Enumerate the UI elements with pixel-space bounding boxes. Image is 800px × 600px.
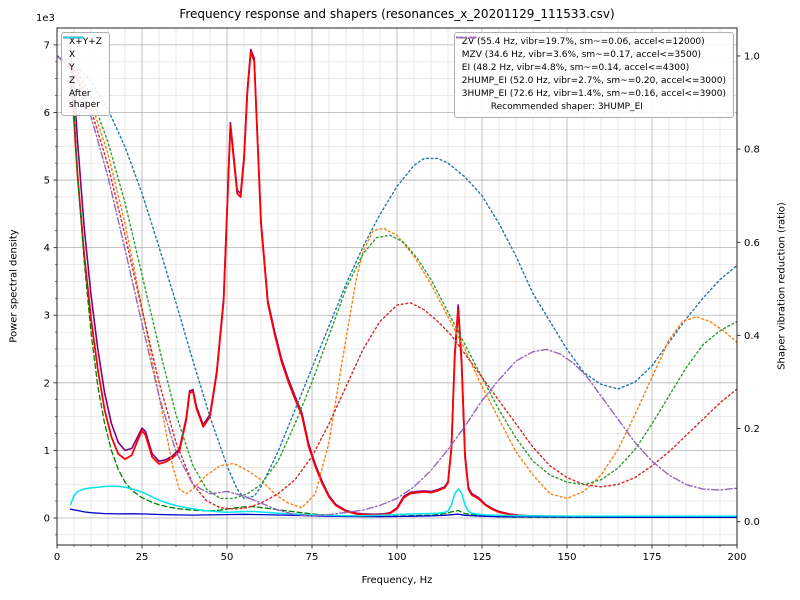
y-right-tick-label: 0.8 bbox=[744, 145, 760, 156]
y-left-tick-label: 0 bbox=[44, 513, 50, 524]
chart-title: Frequency response and shapers (resonanc… bbox=[179, 7, 615, 21]
series-zv-line bbox=[57, 55, 737, 500]
left-y-axis-label: Power spectral density bbox=[8, 229, 20, 343]
y-left-tick-label: 3 bbox=[44, 311, 50, 322]
y-left-tick-label: 2 bbox=[44, 378, 50, 389]
axis-offset-text: 1e3 bbox=[36, 13, 55, 24]
series-z-line bbox=[69, 508, 737, 518]
series-x-line bbox=[69, 50, 737, 518]
x-tick-label: 125 bbox=[472, 552, 491, 563]
3hump-ei-line-sample-icon bbox=[455, 36, 478, 39]
legend-item-2hump-ei: 2HUMP_EI (52.0 Hz, vibr=2.7%, sm~=0.20, … bbox=[455, 36, 726, 87]
legend-item-recommendation: Recommended shaper: 3HUMP_EI bbox=[462, 102, 726, 113]
legend-label-2hump-ei: 2HUMP_EI (52.0 Hz, vibr=2.7%, sm~=0.20, … bbox=[461, 76, 726, 86]
series-mzv-line bbox=[57, 55, 737, 509]
legend-label-ei: EI (48.2 Hz, vibr=4.8%, sm~=0.14, accel<… bbox=[461, 63, 690, 73]
shaper-legend: ZV (55.4 Hz, vibr=19.7%, sm~=0.06, accel… bbox=[453, 32, 734, 118]
x-tick-label: 200 bbox=[727, 552, 746, 563]
legend-item-z: Z bbox=[63, 36, 102, 87]
psd-legend: X+Y+Z X Y Z After shaper bbox=[61, 32, 110, 116]
curves-layer bbox=[57, 47, 737, 519]
legend-item-y: Y bbox=[63, 36, 102, 74]
legend-label-zv: ZV (55.4 Hz, vibr=19.7%, sm~=0.06, accel… bbox=[461, 37, 705, 47]
y-left-tick-label: 6 bbox=[44, 108, 50, 119]
x-tick-label: 75 bbox=[306, 552, 319, 563]
legend-item-ei: EI (48.2 Hz, vibr=4.8%, sm~=0.14, accel<… bbox=[455, 36, 726, 74]
legend-item-mzv: MZV (34.6 Hz, vibr=3.6%, sm~=0.17, accel… bbox=[455, 36, 726, 61]
legend-label-xyz: X+Y+Z bbox=[69, 37, 102, 47]
after-shaper-line-sample-icon bbox=[63, 36, 83, 39]
y-left-tick-label: 1 bbox=[44, 446, 50, 457]
x-tick-label: 150 bbox=[557, 552, 576, 563]
series-xyz-line bbox=[69, 47, 737, 518]
legend-label-y: Y bbox=[69, 63, 75, 73]
series-ei-line bbox=[57, 55, 737, 500]
y-right-tick-label: 0.6 bbox=[744, 238, 760, 249]
y-right-tick-label: 1.0 bbox=[744, 51, 760, 62]
x-tick-label: 0 bbox=[54, 552, 60, 563]
recommended-shaper-text: Recommended shaper: 3HUMP_EI bbox=[490, 102, 643, 112]
x-tick-label: 175 bbox=[642, 552, 661, 563]
y-left-tick-label: 7 bbox=[44, 40, 50, 51]
legend-label-x: X bbox=[69, 50, 76, 60]
legend-label-after-shaper: After shaper bbox=[69, 89, 100, 110]
y-left-tick-label: 4 bbox=[44, 243, 50, 254]
y-right-tick-label: 0.0 bbox=[744, 517, 760, 528]
series-after-line bbox=[69, 485, 737, 517]
legend-item-zv: ZV (55.4 Hz, vibr=19.7%, sm~=0.06, accel… bbox=[455, 36, 726, 48]
x-axis-label: Frequency, Hz bbox=[361, 575, 433, 586]
y-right-tick-label: 0.2 bbox=[744, 424, 760, 435]
x-tick-label: 25 bbox=[136, 552, 149, 563]
series-hump3-line bbox=[57, 55, 737, 517]
legend-item-3hump-ei: 3HUMP_EI (72.6 Hz, vibr=1.4%, sm~=0.16, … bbox=[455, 36, 726, 100]
legend-item-after-shaper: After shaper bbox=[63, 36, 102, 111]
legend-label-z: Z bbox=[69, 76, 76, 86]
series-hump2-line bbox=[57, 55, 737, 510]
legend-label-3hump-ei: 3HUMP_EI (72.6 Hz, vibr=1.4%, sm~=0.16, … bbox=[461, 89, 726, 99]
right-y-axis-label: Shaper vibration reduction (ratio) bbox=[776, 202, 788, 370]
y-left-tick-label: 5 bbox=[44, 176, 50, 187]
series-y-line bbox=[69, 67, 737, 519]
legend-label-mzv: MZV (34.6 Hz, vibr=3.6%, sm~=0.17, accel… bbox=[461, 50, 701, 60]
x-tick-label: 100 bbox=[387, 552, 406, 563]
axes-layer: 0 25 50 75 100 125 150 175 200 0 1 2 3 4 5 6 7 0.0 0.2 0.4 0… bbox=[44, 27, 760, 563]
legend-item-x: X bbox=[63, 36, 102, 61]
y-right-tick-label: 0.4 bbox=[744, 331, 760, 342]
x-tick-label: 50 bbox=[221, 552, 234, 563]
